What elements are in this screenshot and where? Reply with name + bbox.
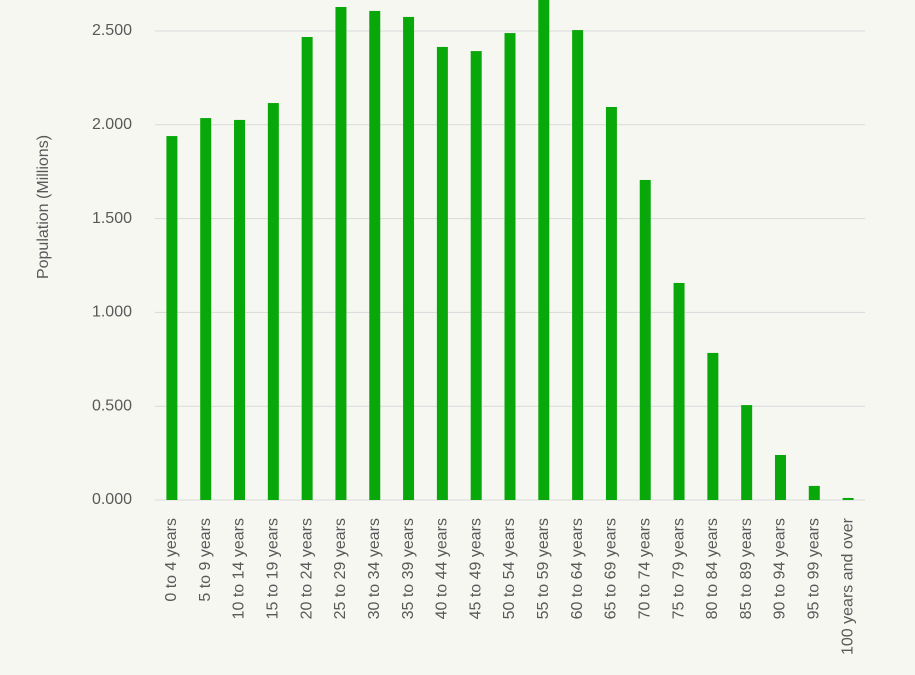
x-tick-label: 70 to 74 years bbox=[636, 518, 653, 619]
y-tick-label: 0.500 bbox=[92, 397, 132, 414]
bar bbox=[470, 51, 482, 500]
y-tick-label: 1.000 bbox=[92, 304, 132, 321]
y-tick-label: 1.500 bbox=[92, 210, 132, 227]
bar bbox=[842, 497, 854, 500]
x-tick-label: 0 to 4 years bbox=[163, 518, 180, 602]
x-tick-label: 95 to 99 years bbox=[806, 518, 823, 619]
bar bbox=[200, 118, 212, 501]
x-tick-label: 10 to 14 years bbox=[231, 518, 248, 619]
bar bbox=[234, 119, 246, 501]
bar bbox=[335, 6, 347, 500]
bar bbox=[808, 485, 820, 500]
bar bbox=[504, 33, 516, 500]
x-tick-label: 15 to 19 years bbox=[265, 518, 282, 619]
x-tick-label: 85 to 89 years bbox=[738, 518, 755, 619]
y-tick-label: 2.500 bbox=[92, 22, 132, 39]
x-tick-label: 80 to 84 years bbox=[704, 518, 721, 619]
x-tick-label: 75 to 79 years bbox=[670, 518, 687, 619]
bar bbox=[403, 16, 415, 501]
x-tick-label: 100 years and over bbox=[839, 517, 856, 655]
bar bbox=[741, 405, 753, 500]
bar bbox=[639, 179, 651, 500]
bar bbox=[605, 106, 617, 500]
bar bbox=[774, 454, 786, 500]
x-tick-label: 5 to 9 years bbox=[197, 518, 214, 602]
bar bbox=[436, 46, 448, 501]
x-tick-label: 55 to 59 years bbox=[535, 518, 552, 619]
x-tick-label: 45 to 49 years bbox=[467, 518, 484, 619]
y-tick-label: 0.000 bbox=[92, 491, 132, 508]
x-tick-label: 65 to 69 years bbox=[603, 518, 620, 619]
y-axis-label: Population (Millions) bbox=[35, 135, 52, 279]
x-tick-label: 90 to 94 years bbox=[772, 518, 789, 619]
bar bbox=[538, 0, 550, 500]
bar bbox=[301, 37, 313, 500]
bar bbox=[707, 352, 719, 500]
bar bbox=[166, 136, 178, 500]
bar bbox=[267, 103, 279, 501]
x-tick-label: 40 to 44 years bbox=[434, 518, 451, 619]
bar bbox=[572, 30, 584, 500]
y-tick-label: 2.000 bbox=[92, 116, 132, 133]
x-tick-label: 50 to 54 years bbox=[501, 518, 518, 619]
bar bbox=[369, 10, 381, 501]
x-tick-label: 60 to 64 years bbox=[569, 518, 586, 619]
x-tick-label: 20 to 24 years bbox=[298, 518, 315, 619]
x-tick-label: 35 to 39 years bbox=[400, 518, 417, 619]
x-tick-label: 25 to 29 years bbox=[332, 518, 349, 619]
bar bbox=[673, 282, 685, 500]
x-tick-label: 30 to 34 years bbox=[366, 518, 383, 619]
